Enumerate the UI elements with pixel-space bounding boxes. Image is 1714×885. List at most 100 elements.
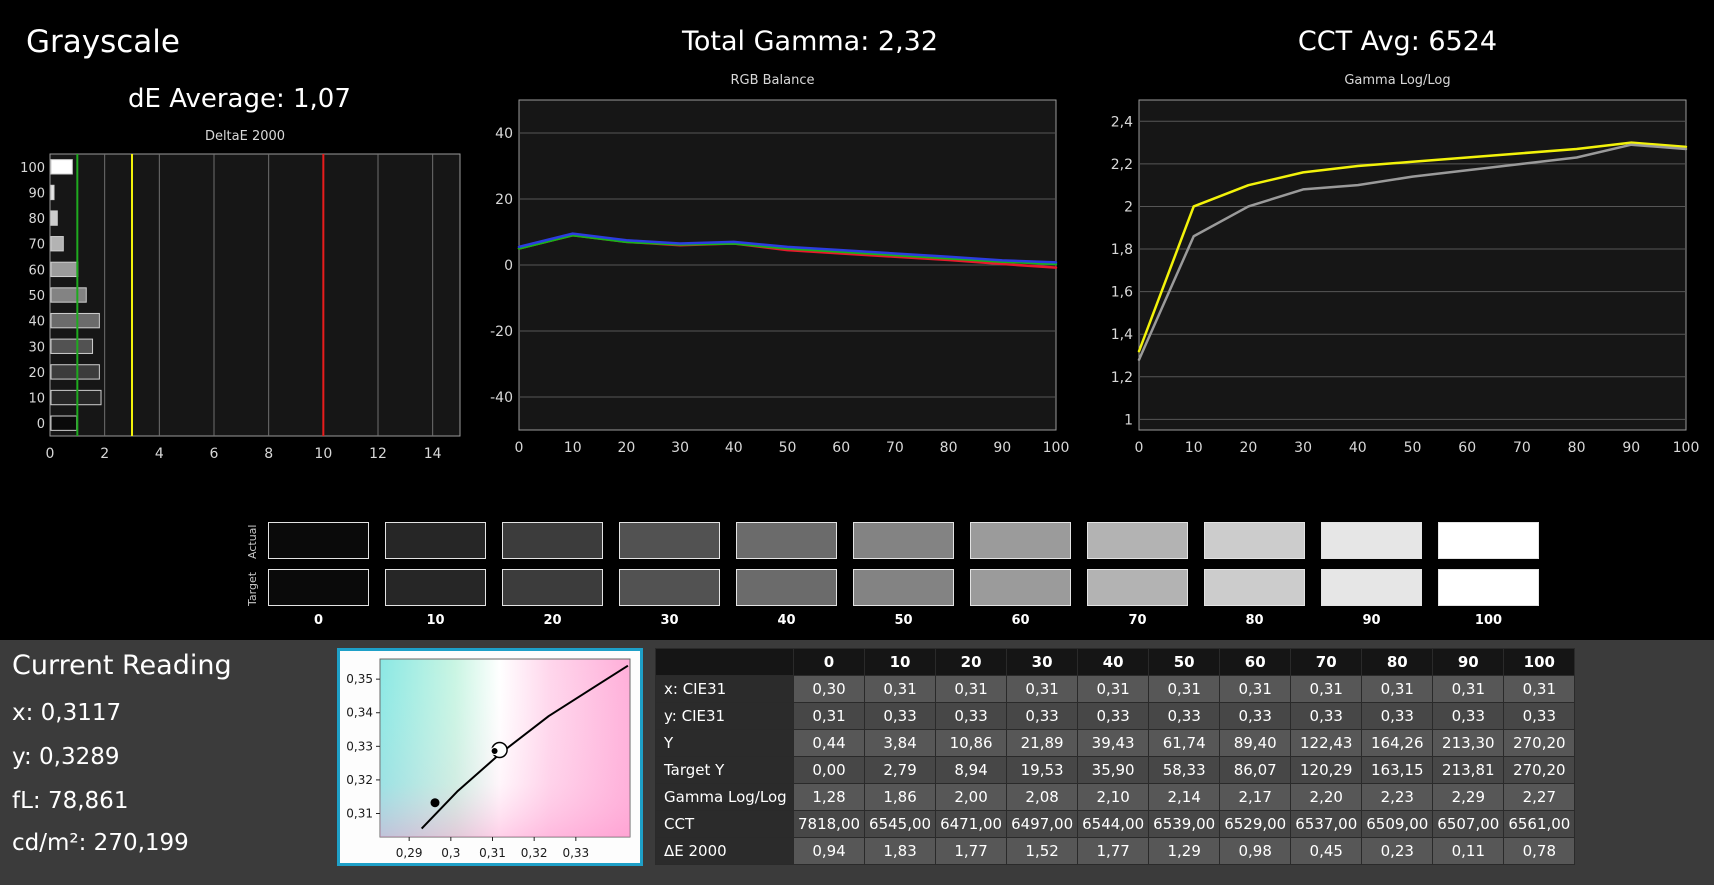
svg-text:20: 20 — [1239, 440, 1257, 456]
svg-text:70: 70 — [886, 440, 904, 456]
table-cell: 6509,00 — [1361, 810, 1434, 838]
swatch-target-10 — [385, 569, 486, 606]
page-title: Grayscale — [26, 24, 180, 60]
svg-text:80: 80 — [940, 440, 958, 456]
swatch-target-30 — [619, 569, 720, 606]
swatch-actual-70 — [1087, 522, 1188, 559]
svg-text:60: 60 — [1458, 440, 1476, 456]
table-cell: 0,31 — [1006, 675, 1079, 703]
row-label: Target Y — [655, 756, 794, 784]
swatch-target-70 — [1087, 569, 1188, 606]
deltae-chart-title: DeltaE 2000 — [204, 129, 286, 144]
table-cell: 6497,00 — [1006, 810, 1079, 838]
swatch-column-80: 80 — [1204, 522, 1305, 628]
swatch-level-label: 0 — [313, 613, 324, 628]
swatch-level-label: 50 — [894, 613, 913, 628]
table-cell: 21,89 — [1006, 729, 1079, 757]
table-cell: 1,52 — [1006, 837, 1079, 865]
svg-text:90: 90 — [28, 186, 45, 201]
table-cell: 0,33 — [935, 702, 1008, 730]
table-cell: 0,33 — [1219, 702, 1292, 730]
table-cell: 0,31 — [1290, 675, 1363, 703]
table-cell: 0,33 — [1077, 702, 1150, 730]
svg-text:1,8: 1,8 — [1111, 242, 1133, 258]
swatch-level-label: 70 — [1128, 613, 1147, 628]
table-cell: 58,33 — [1148, 756, 1221, 784]
svg-text:0,35: 0,35 — [346, 672, 373, 686]
cie-diagram: 0,35 0,34 0,33 0,32 0,31 0,29 0,3 0,31 0,32 0,33 — [340, 651, 640, 863]
gamma-chart-panel: Gamma Log/Log 1 1,2 1,4 1,6 1,8 2 2,2 2,4 0 10 20 3… — [1095, 72, 1700, 464]
reading-cdm2-value: cd/m²: 270,199 — [12, 830, 189, 856]
swatch-actual-20 — [502, 522, 603, 559]
svg-text:0: 0 — [1135, 440, 1144, 456]
table-cell: 0,31 — [1148, 675, 1221, 703]
swatch-column-60: 60 — [970, 522, 1071, 628]
swatch-target-20 — [502, 569, 603, 606]
table-cell: 2,14 — [1148, 783, 1221, 811]
table-cell: 2,17 — [1219, 783, 1292, 811]
swatch-column-0: 0 — [268, 522, 369, 628]
swatch-level-label: 80 — [1245, 613, 1264, 628]
swatch-column-10: 10 — [385, 522, 486, 628]
table-cell: 1,77 — [1077, 837, 1150, 865]
svg-text:-40: -40 — [490, 390, 513, 406]
svg-text:2,2: 2,2 — [1111, 157, 1133, 173]
svg-text:40: 40 — [495, 126, 513, 142]
cie-diagram-box: 0,35 0,34 0,33 0,32 0,31 0,29 0,3 0,31 0,32 0,33 — [337, 648, 643, 866]
svg-text:40: 40 — [725, 440, 743, 456]
table-row: y: CIE31 0,31 0,33 0,33 0,33 0,33 0,33 0,33 0,33… — [655, 702, 1576, 730]
table-cell: 0,33 — [1503, 702, 1576, 730]
gamma-chart-title: Gamma Log/Log — [1344, 73, 1451, 88]
svg-text:2: 2 — [100, 446, 109, 462]
svg-text:20: 20 — [28, 366, 45, 381]
svg-text:2,4: 2,4 — [1111, 114, 1133, 130]
svg-text:0: 0 — [46, 446, 55, 462]
measurement-table: 0 10 20 30 40 50 60 70 80 90 100 x: CIE31 0,30 0,31 0,… — [655, 648, 1576, 865]
svg-text:0: 0 — [504, 258, 513, 274]
svg-text:0: 0 — [37, 417, 45, 432]
table-row: Y 0,44 3,84 10,86 21,89 39,43 61,74 89,40 122,43… — [655, 729, 1576, 757]
table-cell: 6544,00 — [1077, 810, 1150, 838]
table-cell: 2,10 — [1077, 783, 1150, 811]
svg-text:80: 80 — [28, 212, 45, 227]
svg-text:60: 60 — [28, 263, 45, 278]
table-row: ΔE 2000 0,94 1,83 1,77 1,52 1,77 1,29 0,98 0,45 0… — [655, 837, 1576, 865]
table-cell: 270,20 — [1503, 756, 1576, 784]
table-cell: 0,31 — [1077, 675, 1150, 703]
svg-text:1: 1 — [1124, 412, 1133, 428]
table-cell: 10,86 — [935, 729, 1008, 757]
table-cell: 0,44 — [792, 729, 866, 757]
table-cell: 6545,00 — [864, 810, 937, 838]
row-label: y: CIE31 — [655, 702, 794, 730]
table-row: x: CIE31 0,30 0,31 0,31 0,31 0,31 0,31 0,31 0,31… — [655, 675, 1576, 703]
swatch-row-label-target: Target — [246, 571, 259, 607]
svg-text:2: 2 — [1124, 199, 1133, 215]
table-cell: 6529,00 — [1219, 810, 1292, 838]
reading-fl-value: fL: 78,861 — [12, 788, 129, 814]
swatch-level-label: 30 — [660, 613, 679, 628]
swatch-actual-100 — [1438, 522, 1539, 559]
table-cell: 89,40 — [1219, 729, 1292, 757]
table-cell: 0,94 — [792, 837, 866, 865]
svg-text:80: 80 — [1568, 440, 1586, 456]
table-cell: 0,33 — [864, 702, 937, 730]
swatch-target-40 — [736, 569, 837, 606]
svg-text:10: 10 — [314, 446, 332, 462]
svg-text:70: 70 — [28, 238, 45, 253]
deltae-chart-panel: DeltaE 2000 0 2 4 6 8 10 12 14 100 90 80 70 60 50 40 30… — [20, 128, 470, 470]
table-cell: 86,07 — [1219, 756, 1292, 784]
swatch-target-0 — [268, 569, 369, 606]
table-cell: 6537,00 — [1290, 810, 1363, 838]
de-average-label: dE Average: 1,07 — [128, 84, 351, 114]
svg-text:12: 12 — [369, 446, 387, 462]
table-cell: 0,31 — [864, 675, 937, 703]
table-cell: 0,30 — [792, 675, 866, 703]
svg-text:100: 100 — [20, 161, 45, 176]
swatch-row-label-actual: Actual — [246, 524, 259, 560]
table-cell: 6507,00 — [1432, 810, 1505, 838]
svg-text:10: 10 — [564, 440, 582, 456]
swatch-target-100 — [1438, 569, 1539, 606]
swatch-target-50 — [853, 569, 954, 606]
column-header-70: 70 — [1290, 648, 1363, 676]
